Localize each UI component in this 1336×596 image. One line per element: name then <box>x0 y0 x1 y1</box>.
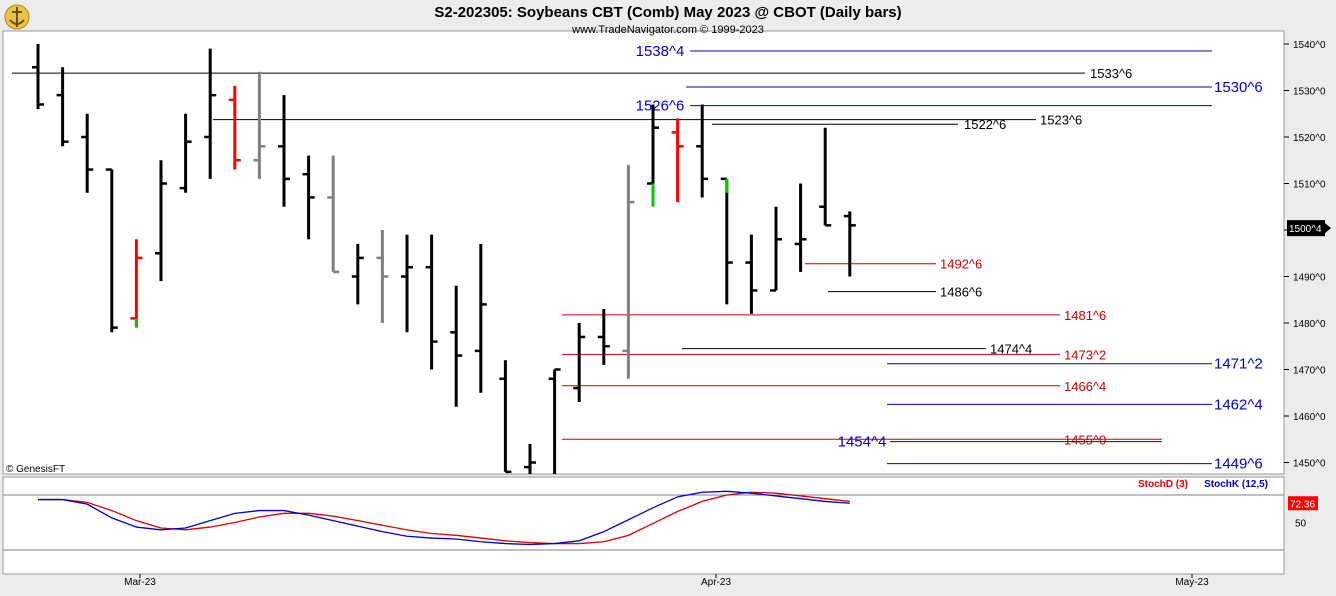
level-label: 1522^6 <box>964 117 1006 132</box>
ohlc-bar <box>56 67 69 147</box>
ohlc-bar <box>302 155 315 240</box>
ohlc-bar <box>745 234 758 314</box>
ohlc-bar <box>155 160 167 282</box>
level-label: 1473^2 <box>1064 347 1106 362</box>
x-tick-label: Apr-23 <box>701 577 731 588</box>
level-label: 1486^6 <box>940 285 982 300</box>
ohlc-bar <box>401 234 413 333</box>
level-label: 1466^4 <box>1064 379 1106 394</box>
last-price-tag <box>1287 220 1325 237</box>
ohlc-bar <box>81 113 94 193</box>
chart-title: S2-202305: Soybeans CBT (Comb) May 2023 … <box>434 4 901 21</box>
y-tick-label: 1470^0 <box>1293 366 1326 377</box>
ohlc-bar <box>573 323 586 403</box>
y-tick-label: 1520^0 <box>1293 133 1326 144</box>
ohlc-bar <box>794 183 807 272</box>
stoch-d-legend: StochD (3) <box>1138 479 1188 490</box>
x-tick-label: May-23 <box>1175 577 1209 588</box>
watermark: © GenesisFT <box>6 464 65 475</box>
level-label: 1449^6 <box>1214 456 1263 473</box>
ohlc-bar <box>597 309 610 365</box>
stoch-k-legend: StochK (12,5) <box>1204 479 1268 490</box>
level-label: 1530^6 <box>1214 79 1263 96</box>
level-label: 1523^6 <box>1040 113 1082 128</box>
y-tick-label: 1540^0 <box>1293 40 1326 51</box>
price-pane <box>2 30 1285 475</box>
ohlc-bar <box>425 234 438 370</box>
ohlc-bar <box>278 95 290 207</box>
stoch-value-tag <box>1288 496 1318 511</box>
ohlc-bar <box>548 368 561 474</box>
price-levels: 1538^4 1533^6 1530^6 1526^6 1523^6 1522^6 1492… <box>12 43 1263 473</box>
ohlc-bar <box>327 155 340 274</box>
ohlc-bar <box>622 164 635 379</box>
ohlc-bar <box>351 243 364 305</box>
level-label: 1454^4 <box>838 434 887 451</box>
ohlc-bar <box>179 113 192 193</box>
ohlc-bar <box>105 168 118 333</box>
level-label: 1481^6 <box>1064 308 1106 323</box>
last-price-label: 1500^4 <box>1289 224 1322 235</box>
level-label: 1538^4 <box>636 43 685 60</box>
level-label: 1462^4 <box>1214 396 1263 413</box>
ohlc-bar <box>671 118 684 203</box>
ohlc-bar <box>843 211 856 277</box>
ohlc-bar <box>524 443 536 474</box>
stochastic-lines <box>3 490 1284 551</box>
ohlc-bar <box>450 285 463 407</box>
y-tick-label: 1530^0 <box>1293 87 1326 98</box>
y-tick-label: 1460^0 <box>1293 412 1326 423</box>
y-tick-label: 1480^0 <box>1293 319 1326 330</box>
stoch-tick-label: 50 <box>1295 519 1307 530</box>
level-label: 1533^6 <box>1090 66 1132 81</box>
ohlc-bar <box>204 48 217 179</box>
y-tick-label: 1450^0 <box>1293 459 1326 470</box>
axes: 1540^01530^01520^01510^01500^01490^01480… <box>124 40 1331 588</box>
stoch-value-label: 72.36 <box>1290 499 1315 510</box>
level-label: 1492^6 <box>940 257 982 272</box>
ohlc-bar <box>696 104 709 198</box>
chart-subtitle: www.TradeNavigator.com © 1999-2023 <box>571 24 764 36</box>
last-price-arrow <box>1325 223 1331 234</box>
ohlc-bar <box>819 127 832 227</box>
level-label: 1526^6 <box>636 98 685 115</box>
level-label: 1455^0 <box>1064 432 1106 447</box>
level-label: 1474^4 <box>990 342 1032 357</box>
ohlc-bar <box>770 206 782 292</box>
stoch-k-line <box>38 490 850 546</box>
ohlc-bar <box>32 44 44 110</box>
y-tick-label: 1510^0 <box>1293 180 1326 191</box>
x-tick-label: Mar-23 <box>124 577 156 588</box>
ohlc-bar <box>474 243 487 393</box>
price-bars <box>32 44 856 474</box>
ohlc-bar <box>499 360 512 474</box>
ohlc-bar <box>253 71 266 179</box>
ohlc-bar <box>376 230 389 323</box>
logo-icon <box>4 4 30 30</box>
y-tick-label: 1490^0 <box>1293 273 1326 284</box>
level-label: 1471^2 <box>1214 356 1263 373</box>
ohlc-bar <box>228 85 241 170</box>
